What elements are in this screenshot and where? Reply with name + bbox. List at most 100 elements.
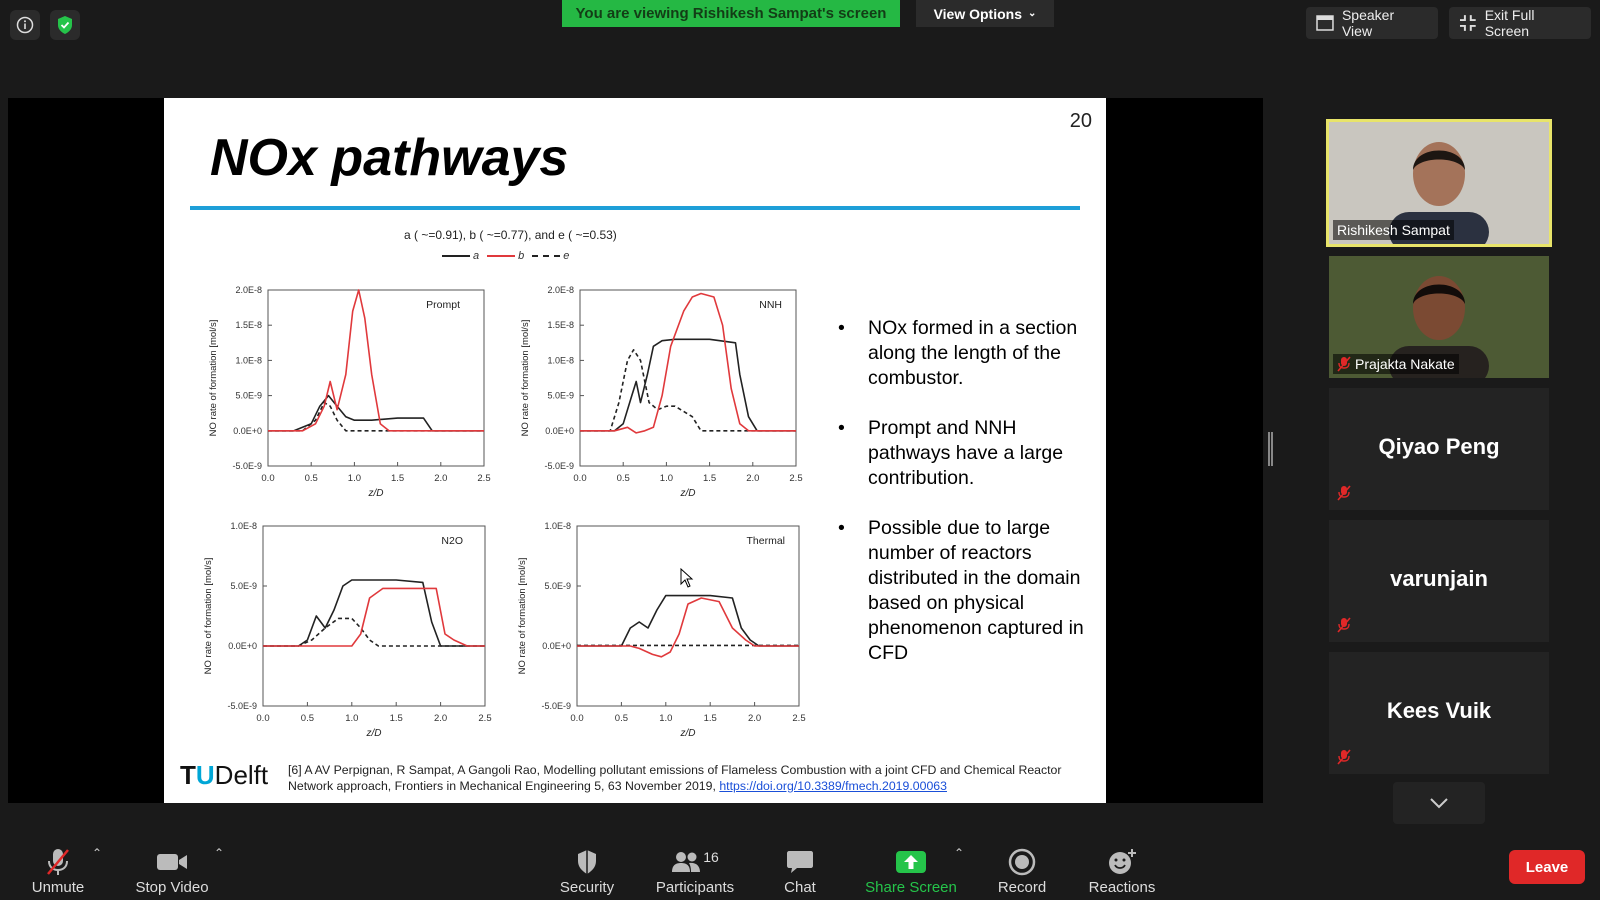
logo-text-delft: Delft <box>214 760 269 790</box>
participants-icon: 16 <box>671 845 719 879</box>
participant-tile[interactable]: Kees Vuik <box>1329 652 1549 774</box>
series-line-a <box>268 394 484 432</box>
y-tick-label: 5.0E-9 <box>544 581 571 591</box>
participant-tile[interactable]: Rishikesh Sampat <box>1326 119 1552 247</box>
y-tick-label: -5.0E-9 <box>227 701 257 711</box>
plot-frame <box>576 525 800 707</box>
view-options-label: View Options <box>933 5 1023 22</box>
x-tick-label: 1.5 <box>704 713 717 724</box>
share-screen-button[interactable]: Share Screen <box>856 838 966 896</box>
encryption-shield-icon[interactable] <box>50 10 80 40</box>
participant-name: Rishikesh Sampat <box>1333 220 1454 240</box>
plot-frame <box>579 289 797 467</box>
y-tick-label: 1.5E-8 <box>235 320 262 330</box>
x-tick-label: 2.5 <box>789 473 802 484</box>
participants-label: Participants <box>655 879 735 896</box>
bullet-item: Prompt and NNH pathways have a large con… <box>838 416 1088 491</box>
citation-text: [6] A AV Perpignan, R Sampat, A Gangoli … <box>288 763 1062 793</box>
series-line-a <box>580 338 796 432</box>
x-tick-label: 2.5 <box>792 713 805 724</box>
x-tick-label: 1.5 <box>390 713 403 724</box>
x-axis-label: z/D <box>368 488 384 499</box>
plot-panel-title: Thermal <box>746 535 785 547</box>
view-options-menu[interactable]: View Options ⌄ <box>916 0 1054 27</box>
security-label: Security <box>559 879 615 896</box>
title-underline <box>190 206 1080 210</box>
x-tick-label: 1.0 <box>660 473 673 484</box>
chat-button[interactable]: Chat <box>750 838 850 896</box>
reactions-label: Reactions <box>1088 879 1156 896</box>
y-tick-label: 1.5E-8 <box>547 320 574 330</box>
participants-count: 16 <box>703 849 719 865</box>
y-tick-label: -5.0E-9 <box>544 461 574 471</box>
x-tick-label: 0.5 <box>617 473 630 484</box>
y-tick-label: 0.0E+0 <box>542 641 571 651</box>
participant-mute-status <box>1337 485 1351 506</box>
legend-item-a: a <box>442 250 479 262</box>
participants-button[interactable]: 16 Participants <box>643 838 747 896</box>
plot-panel-title: Prompt <box>426 299 460 311</box>
security-shield-icon <box>576 845 598 879</box>
x-tick-label: 1.0 <box>348 473 361 484</box>
bullet-list: NOx formed in a section along the length… <box>838 316 1088 691</box>
y-tick-label: 5.0E-9 <box>547 391 574 401</box>
participant-tile[interactable]: Prajakta Nakate <box>1329 256 1549 378</box>
x-tick-label: 1.5 <box>391 473 404 484</box>
security-button[interactable]: Security <box>537 838 637 896</box>
y-tick-label: 2.0E-8 <box>235 285 262 295</box>
share-options-caret-icon[interactable]: ⌃ <box>954 846 965 860</box>
series-line-a <box>577 594 799 647</box>
stop-video-button[interactable]: Stop Video <box>122 838 222 896</box>
muted-mic-icon <box>1337 749 1351 765</box>
leave-meeting-button[interactable]: Leave <box>1509 850 1585 884</box>
y-axis-label: NO rate of formation [mol/s] <box>203 558 214 675</box>
participant-tile[interactable]: Qiyao Peng <box>1329 388 1549 510</box>
nox-pathway-plots: Prompt 0.0 0.5 1.0 1.5 2.0 2.5 -5.0E-9 0.0E+0 5.0… <box>203 285 806 739</box>
legend-item-e: e <box>532 250 569 262</box>
panel-resize-handle[interactable] <box>1268 432 1273 466</box>
tu-delft-logo: T U Delft <box>180 760 268 791</box>
y-tick-label: 1.0E-8 <box>547 355 574 365</box>
video-camera-icon <box>156 845 188 879</box>
participant-tile[interactable]: varunjain <box>1329 520 1549 642</box>
record-button[interactable]: Record <box>972 838 1072 896</box>
y-tick-label: -5.0E-9 <box>541 701 571 711</box>
chat-label: Chat <box>784 879 816 896</box>
chart-caption: a ( ~=0.91), b ( ~=0.77), and e ( ~=0.53… <box>404 228 617 242</box>
chart-legend: a b e <box>442 250 569 262</box>
y-tick-label: 5.0E-9 <box>230 581 257 591</box>
audio-options-caret-icon[interactable]: ⌃ <box>92 846 103 860</box>
bullet-item: NOx formed in a section along the length… <box>838 316 1088 391</box>
gallery-scroll-down-button[interactable] <box>1393 782 1485 824</box>
y-tick-label: -5.0E-9 <box>232 461 262 471</box>
series-line-a <box>263 579 485 647</box>
microphone-muted-icon <box>45 845 71 879</box>
x-axis-label: z/D <box>680 488 696 499</box>
citation-link[interactable]: https://doi.org/10.3389/fmech.2019.00063 <box>719 779 947 793</box>
exit-full-screen-button[interactable]: Exit Full Screen <box>1449 7 1591 39</box>
x-tick-label: 0.0 <box>570 713 583 724</box>
reactions-button[interactable]: Reactions <box>1072 838 1172 896</box>
plot-frame <box>267 289 485 467</box>
record-icon <box>1008 845 1036 879</box>
logo-letter-u: U <box>195 760 215 790</box>
series-line-e <box>580 349 796 432</box>
exit-full-screen-label: Exit Full Screen <box>1484 7 1535 39</box>
speaker-view-button[interactable]: Speaker View <box>1306 7 1438 39</box>
chat-bubble-icon <box>786 845 814 879</box>
series-line-e <box>263 617 485 647</box>
participant-name: varunjain <box>1390 566 1488 591</box>
x-axis-label: z/D <box>366 728 382 739</box>
muted-mic-icon <box>1337 485 1351 501</box>
legend-label-b: b <box>518 250 525 262</box>
unmute-button[interactable]: Unmute <box>8 838 108 896</box>
video-options-caret-icon[interactable]: ⌃ <box>214 846 225 860</box>
share-screen-label: Share Screen <box>865 879 957 896</box>
participant-name: Qiyao Peng <box>1378 434 1500 459</box>
x-tick-label: 0.5 <box>301 713 314 724</box>
meeting-info-icon[interactable] <box>10 10 40 40</box>
y-tick-label: 1.0E-8 <box>230 521 257 531</box>
x-tick-label: 1.0 <box>659 713 672 724</box>
participant-name-text: Prajakta Nakate <box>1355 356 1455 372</box>
